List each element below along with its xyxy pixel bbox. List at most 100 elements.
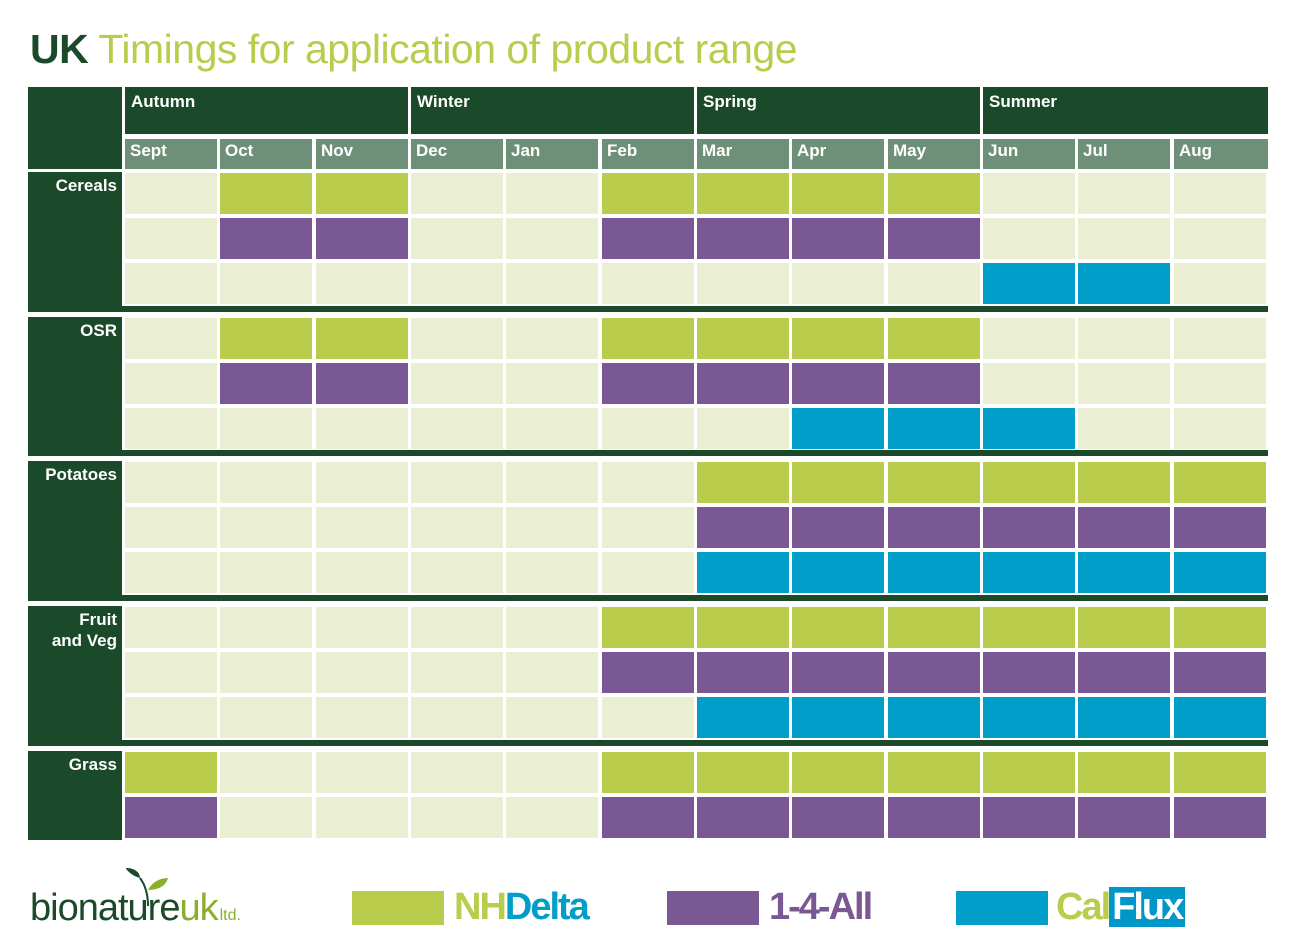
timing-cell-cereals-1-4-all-may <box>888 218 980 259</box>
empty-cell-fruit-and-veg-nhdelta-sept <box>125 607 217 648</box>
timing-cell-grass-nhdelta-jun <box>983 752 1075 793</box>
timing-cell-osr-calflux-apr <box>792 408 884 449</box>
timing-cell-potatoes-1-4-all-jun <box>983 507 1075 548</box>
empty-cell-fruit-and-veg-nhdelta-jan <box>506 607 598 648</box>
timing-cell-grass-1-4-all-jul <box>1078 797 1170 838</box>
separator-bar <box>28 306 1268 312</box>
timing-cell-potatoes-nhdelta-mar <box>697 462 789 503</box>
season-header-autumn <box>125 87 408 134</box>
month-header-may <box>888 139 980 169</box>
crop-label-fruit-and-veg: Fruit and Veg <box>51 610 117 650</box>
timing-cell-fruit-and-veg-nhdelta-aug <box>1174 607 1266 648</box>
timing-cell-fruit-and-veg-nhdelta-apr <box>792 607 884 648</box>
empty-cell-potatoes-nhdelta-jan <box>506 462 598 503</box>
timing-cell-osr-1-4-all-apr <box>792 363 884 404</box>
timing-cell-osr-nhdelta-mar <box>697 318 789 359</box>
timing-cell-cereals-nhdelta-nov <box>316 173 408 214</box>
timing-cell-grass-nhdelta-mar <box>697 752 789 793</box>
season-label-spring: Spring <box>703 92 757 111</box>
timing-cell-potatoes-nhdelta-jun <box>983 462 1075 503</box>
empty-cell-osr-nhdelta-dec <box>411 318 503 359</box>
empty-cell-potatoes-calflux-nov <box>316 552 408 593</box>
timing-cell-grass-nhdelta-jul <box>1078 752 1170 793</box>
month-header-apr <box>792 139 884 169</box>
timing-cell-potatoes-nhdelta-aug <box>1174 462 1266 503</box>
separator-bar <box>28 450 1268 456</box>
empty-cell-fruit-and-veg-nhdelta-oct <box>220 607 312 648</box>
legend-swatch-1-4-all <box>667 891 759 925</box>
timing-cell-grass-nhdelta-aug <box>1174 752 1266 793</box>
timing-cell-fruit-and-veg-nhdelta-jun <box>983 607 1075 648</box>
empty-cell-fruit-and-veg-1-4-all-sept <box>125 652 217 693</box>
timing-cell-grass-1-4-all-mar <box>697 797 789 838</box>
empty-cell-potatoes-calflux-sept <box>125 552 217 593</box>
timing-cell-cereals-1-4-all-feb <box>602 218 694 259</box>
empty-cell-osr-calflux-nov <box>316 408 408 449</box>
timing-cell-potatoes-calflux-jul <box>1078 552 1170 593</box>
month-label-sept: Sept <box>130 141 167 160</box>
empty-cell-potatoes-1-4-all-sept <box>125 507 217 548</box>
empty-cell-potatoes-nhdelta-sept <box>125 462 217 503</box>
timing-cell-osr-nhdelta-oct <box>220 318 312 359</box>
timing-cell-osr-calflux-may <box>888 408 980 449</box>
timing-cell-fruit-and-veg-1-4-all-aug <box>1174 652 1266 693</box>
separator-bar <box>28 595 1268 601</box>
crop-label-cell-cereals <box>28 172 122 306</box>
crop-label-cell-fruit-and-veg <box>28 606 122 740</box>
empty-cell-osr-calflux-aug <box>1174 408 1266 449</box>
month-header-oct <box>220 139 312 169</box>
month-label-dec: Dec <box>416 141 448 160</box>
empty-cell-osr-nhdelta-jul <box>1078 318 1170 359</box>
empty-cell-cereals-calflux-aug <box>1174 263 1266 304</box>
timing-cell-potatoes-1-4-all-jul <box>1078 507 1170 548</box>
empty-cell-cereals-1-4-all-sept <box>125 218 217 259</box>
timing-cell-fruit-and-veg-nhdelta-jul <box>1078 607 1170 648</box>
empty-cell-osr-calflux-oct <box>220 408 312 449</box>
crop-label-osr: OSR <box>80 321 117 340</box>
empty-cell-grass-nhdelta-jan <box>506 752 598 793</box>
empty-cell-osr-nhdelta-jan <box>506 318 598 359</box>
season-header-winter <box>411 87 694 134</box>
empty-cell-fruit-and-veg-calflux-oct <box>220 697 312 738</box>
empty-cell-osr-nhdelta-jun <box>983 318 1075 359</box>
empty-cell-osr-calflux-jul <box>1078 408 1170 449</box>
header-corner <box>28 87 122 169</box>
timing-cell-grass-nhdelta-apr <box>792 752 884 793</box>
legend-swatch-calflux <box>956 891 1048 925</box>
timing-cell-grass-nhdelta-may <box>888 752 980 793</box>
empty-cell-grass-1-4-all-oct <box>220 797 312 838</box>
empty-cell-cereals-1-4-all-jun <box>983 218 1075 259</box>
empty-cell-grass-1-4-all-nov <box>316 797 408 838</box>
timing-cell-potatoes-1-4-all-apr <box>792 507 884 548</box>
timing-cell-potatoes-nhdelta-apr <box>792 462 884 503</box>
month-label-jan: Jan <box>511 141 541 160</box>
timing-cell-osr-1-4-all-may <box>888 363 980 404</box>
empty-cell-potatoes-1-4-all-feb <box>602 507 694 548</box>
empty-cell-osr-nhdelta-sept <box>125 318 217 359</box>
timing-cell-fruit-and-veg-1-4-all-jun <box>983 652 1075 693</box>
empty-cell-potatoes-1-4-all-dec <box>411 507 503 548</box>
timing-cell-potatoes-calflux-may <box>888 552 980 593</box>
logo-wordmark: bionatureuk ltd. <box>30 887 241 929</box>
legend-label-calflux: CalFlux <box>1056 884 1186 930</box>
month-label-apr: Apr <box>797 141 827 160</box>
timing-cell-cereals-1-4-all-mar <box>697 218 789 259</box>
timing-cell-cereals-1-4-all-apr <box>792 218 884 259</box>
timing-cell-fruit-and-veg-calflux-may <box>888 697 980 738</box>
timing-cell-grass-1-4-all-feb <box>602 797 694 838</box>
empty-cell-osr-calflux-sept <box>125 408 217 449</box>
empty-cell-osr-calflux-dec <box>411 408 503 449</box>
timing-cell-fruit-and-veg-calflux-mar <box>697 697 789 738</box>
timing-cell-potatoes-1-4-all-mar <box>697 507 789 548</box>
crop-label-cereals: Cereals <box>55 176 117 195</box>
empty-cell-fruit-and-veg-nhdelta-nov <box>316 607 408 648</box>
legend-label-nhdelta: NHDelta <box>454 886 590 928</box>
empty-cell-potatoes-nhdelta-nov <box>316 462 408 503</box>
timing-cell-fruit-and-veg-nhdelta-feb <box>602 607 694 648</box>
timing-cell-cereals-nhdelta-may <box>888 173 980 214</box>
empty-cell-cereals-calflux-nov <box>316 263 408 304</box>
empty-cell-potatoes-1-4-all-oct <box>220 507 312 548</box>
empty-cell-cereals-calflux-dec <box>411 263 503 304</box>
empty-cell-fruit-and-veg-calflux-sept <box>125 697 217 738</box>
timing-cell-fruit-and-veg-calflux-jul <box>1078 697 1170 738</box>
